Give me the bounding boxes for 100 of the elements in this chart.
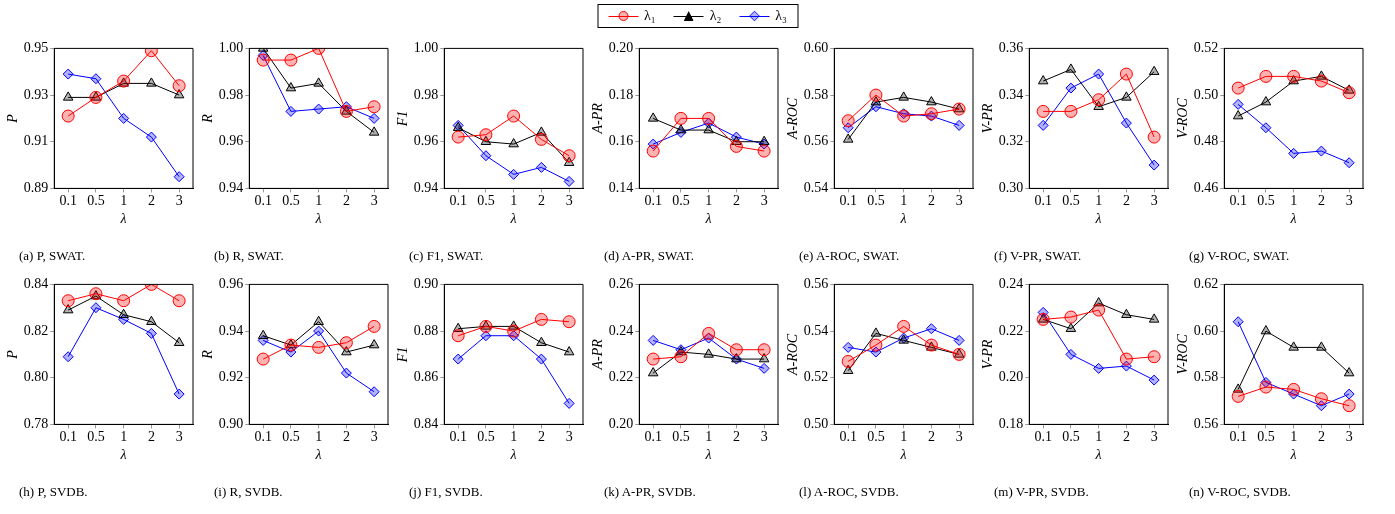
y-tick-label: 0.60 xyxy=(1193,322,1219,338)
y-axis-title: A-ROC xyxy=(785,97,801,141)
point xyxy=(173,336,185,346)
point xyxy=(647,367,659,377)
x-axis-title: λ xyxy=(704,211,712,227)
point xyxy=(1092,93,1106,107)
x-tick-label: 2 xyxy=(147,193,155,209)
point xyxy=(758,362,770,374)
x-axis-title: λ xyxy=(899,211,907,227)
x-axis-title: λ xyxy=(314,447,322,463)
x-tick-label: 0.1 xyxy=(1229,429,1247,445)
x-axis-title: λ xyxy=(314,211,322,227)
x-tick-label: 0.1 xyxy=(59,429,77,445)
point xyxy=(145,131,157,143)
y-tick-label: 0.20 xyxy=(608,416,634,432)
y-axis-title: A-PR xyxy=(590,102,606,135)
point xyxy=(1342,86,1356,100)
x-tick-label: 1 xyxy=(900,193,908,209)
point xyxy=(451,329,465,343)
text: (m) V-PR, SVDB. xyxy=(993,484,1090,500)
point xyxy=(674,111,688,125)
y-tick-label: 0.96 xyxy=(413,133,439,149)
point xyxy=(869,338,883,352)
y-tick-label: 0.54 xyxy=(803,180,829,196)
point xyxy=(1120,117,1132,129)
point xyxy=(61,109,75,123)
y-tick-label: 0.78 xyxy=(23,416,49,432)
x-tick-label: 0.5 xyxy=(867,429,885,445)
x-tick-label: 1 xyxy=(510,429,518,445)
x-axis-title: λ xyxy=(1094,211,1102,227)
point xyxy=(1260,122,1272,134)
x-axis-title: λ xyxy=(899,447,907,463)
x-tick-label: 1 xyxy=(705,429,713,445)
point xyxy=(368,339,380,349)
point xyxy=(897,319,911,333)
point xyxy=(534,312,548,326)
x-tick-label: 0.5 xyxy=(87,193,105,209)
point xyxy=(1065,322,1077,332)
point xyxy=(90,73,102,85)
x-tick-label: 0.1 xyxy=(254,429,272,445)
text: (b) R, SWAT. xyxy=(213,248,285,264)
y-tick-label: 0.56 xyxy=(803,133,829,149)
x-tick-label: 2 xyxy=(1317,193,1325,209)
x-tick-label: 3 xyxy=(1345,193,1353,209)
point xyxy=(702,111,716,125)
x-tick-label: 0.1 xyxy=(254,193,272,209)
point xyxy=(1316,341,1327,351)
point xyxy=(146,77,157,87)
text: (g) V-ROC, SWAT. xyxy=(1188,248,1291,264)
y-tick-label: 0.89 xyxy=(23,180,49,196)
y-tick-label: 0.20 xyxy=(998,369,1024,385)
x-tick-label: 0.1 xyxy=(59,193,77,209)
y-tick-label: 0.84 xyxy=(413,416,439,432)
point xyxy=(1119,67,1133,81)
y-axis-title: V-PR xyxy=(980,339,996,370)
x-tick-label: 1 xyxy=(705,193,713,209)
point xyxy=(507,109,521,123)
x-tick-label: 1 xyxy=(120,429,128,445)
legend-label: λ₂ xyxy=(709,8,722,24)
point xyxy=(953,119,965,131)
point xyxy=(535,161,547,173)
point xyxy=(256,352,270,366)
y-tick-label: 0.82 xyxy=(23,322,49,338)
point xyxy=(257,329,269,339)
point xyxy=(563,397,575,409)
point xyxy=(1147,130,1161,144)
point xyxy=(563,346,575,356)
x-tick-label: 0.1 xyxy=(449,193,467,209)
point xyxy=(339,336,353,350)
point xyxy=(758,135,770,145)
x-tick-label: 3 xyxy=(760,429,768,445)
point xyxy=(145,327,157,339)
point xyxy=(452,353,464,365)
point xyxy=(729,139,743,153)
x-tick-label: 0.1 xyxy=(839,429,857,445)
point xyxy=(925,323,937,335)
point xyxy=(536,336,547,346)
y-tick-label: 0.98 xyxy=(413,86,439,102)
x-tick-label: 0.5 xyxy=(672,193,690,209)
y-tick-label: 0.24 xyxy=(998,276,1024,292)
y-axis-title: A-ROC xyxy=(785,333,801,377)
x-tick-label: 2 xyxy=(342,429,350,445)
x-tick-label: 2 xyxy=(927,429,935,445)
y-tick-label: 0.80 xyxy=(23,369,49,385)
x-tick-label: 1 xyxy=(1290,429,1298,445)
point xyxy=(1064,104,1078,118)
point xyxy=(1148,65,1160,75)
x-tick-label: 0.5 xyxy=(1257,429,1275,445)
point xyxy=(118,308,129,318)
text: (k) A-PR, SVDB. xyxy=(603,484,697,500)
y-tick-label: 0.58 xyxy=(1193,369,1219,385)
x-tick-label: 0.5 xyxy=(672,429,690,445)
x-tick-label: 0.5 xyxy=(87,429,105,445)
y-tick-label: 0.93 xyxy=(23,86,49,102)
text: (j) F1, SVDB. xyxy=(408,484,484,500)
point xyxy=(480,330,492,342)
x-tick-label: 0.1 xyxy=(449,429,467,445)
x-tick-label: 2 xyxy=(537,429,545,445)
y-tick-label: 0.94 xyxy=(218,322,244,338)
point xyxy=(1260,325,1272,335)
